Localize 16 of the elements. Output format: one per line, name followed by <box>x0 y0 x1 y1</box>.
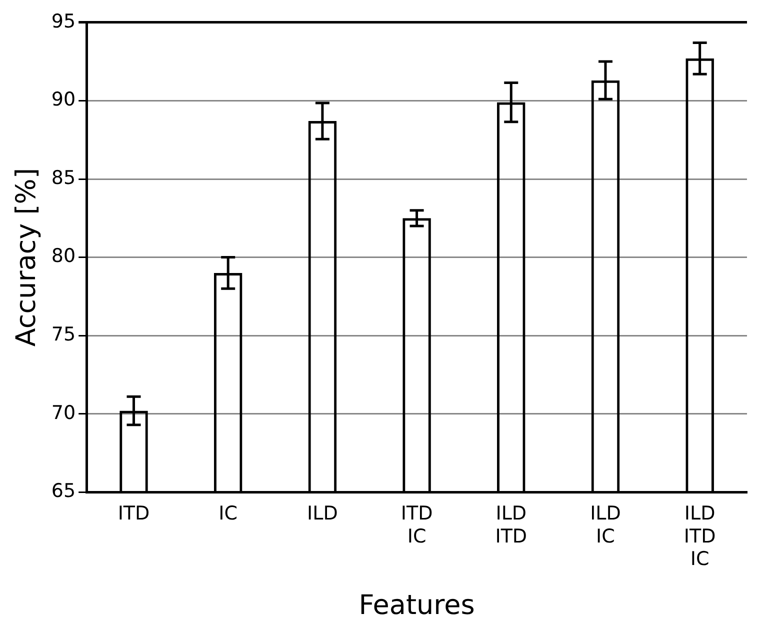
x-tick-label: ILD ITD IC <box>684 502 716 570</box>
y-tick-label: 80 <box>51 245 76 268</box>
y-tick-label: 90 <box>51 88 76 111</box>
x-tick-label: ILD ITD <box>495 502 528 548</box>
y-tick-label: 95 <box>51 10 76 32</box>
y-tick-label: 70 <box>51 402 76 424</box>
y-tick-label: 65 <box>51 480 76 502</box>
y-axis-title: Accuracy [%] <box>11 168 42 347</box>
x-tick-label: IC <box>218 502 238 525</box>
x-tick-label: ITD <box>118 502 150 525</box>
y-tick-label: 75 <box>51 324 76 346</box>
x-tick-label: ILD IC <box>590 502 621 548</box>
x-tick-label: ILD <box>307 502 338 525</box>
x-axis-title: Features <box>358 590 475 621</box>
y-tick-label: 85 <box>51 166 76 189</box>
x-tick-label: ITD IC <box>400 502 433 548</box>
